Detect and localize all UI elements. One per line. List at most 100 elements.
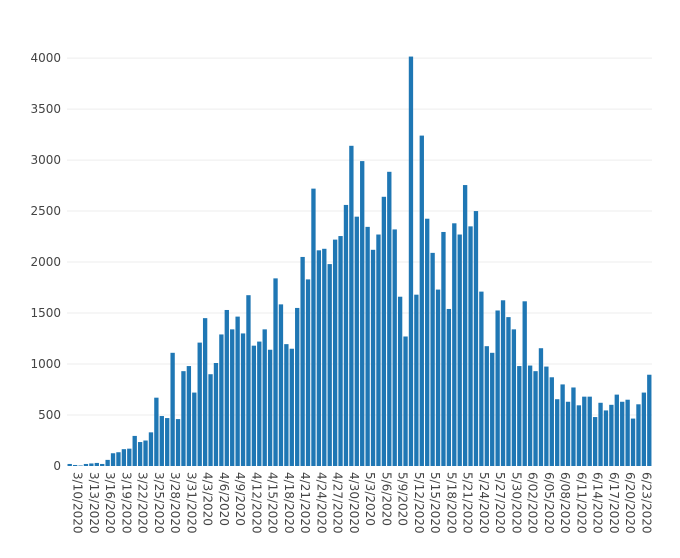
bar — [300, 256, 305, 466]
x-tick-label: 4/12/2020 — [249, 472, 263, 534]
bar — [587, 396, 592, 466]
bar — [322, 248, 327, 466]
bar — [170, 352, 175, 466]
bar — [332, 239, 338, 466]
x-tick-label: 5/30/2020 — [509, 472, 523, 534]
bar — [435, 289, 441, 466]
bar — [213, 363, 219, 466]
bar — [240, 333, 246, 466]
bar — [230, 329, 235, 466]
bar — [425, 218, 430, 466]
bar — [89, 463, 94, 466]
bar — [246, 295, 251, 466]
x-tick-label: 6/05/2020 — [542, 472, 556, 534]
x-tick-label: 3/19/2020 — [119, 472, 133, 534]
bar — [555, 399, 560, 466]
bar — [538, 348, 544, 466]
bar — [365, 226, 370, 466]
y-tick-label: 0 — [53, 459, 61, 473]
bar — [441, 231, 446, 466]
x-tick-label: 4/15/2020 — [266, 472, 280, 534]
bar — [94, 462, 99, 466]
x-tick-label: 4/18/2020 — [282, 472, 296, 534]
x-tick-label: 4/27/2020 — [331, 472, 345, 534]
bar — [267, 349, 273, 466]
x-tick-label: 6/14/2020 — [591, 472, 605, 534]
bar — [181, 371, 186, 466]
bar — [316, 250, 322, 466]
x-tick-label: 4/21/2020 — [298, 472, 312, 534]
bar — [338, 236, 343, 466]
bar — [143, 440, 148, 466]
x-tick-label: 3/31/2020 — [184, 472, 198, 534]
x-tick-label: 3/13/2020 — [87, 472, 101, 534]
y-axis-ticks: 0 500 1000 1500 2000 2500 3000 3500 4000 — [30, 51, 61, 473]
bar — [479, 291, 484, 466]
x-tick-label: 6/11/2020 — [574, 472, 588, 534]
bar — [603, 410, 609, 466]
bar — [647, 374, 652, 466]
bar — [397, 296, 403, 466]
y-tick-label: 1500 — [30, 306, 61, 320]
bar — [630, 418, 636, 466]
y-tick-label: 4000 — [30, 51, 61, 65]
bar — [121, 449, 127, 466]
x-tick-label: 3/10/2020 — [71, 472, 85, 534]
bar — [327, 264, 332, 466]
bar — [598, 402, 603, 466]
x-tick-label: 6/08/2020 — [558, 472, 572, 534]
bar — [452, 223, 457, 466]
bar — [392, 229, 397, 466]
bar — [311, 188, 316, 466]
bar — [132, 435, 137, 466]
bar — [360, 161, 365, 466]
bar — [224, 309, 229, 466]
bar — [370, 249, 376, 466]
bar — [127, 448, 132, 466]
bar — [446, 308, 452, 466]
bar — [408, 56, 414, 466]
bar — [305, 279, 311, 466]
bar — [284, 344, 289, 466]
bar — [278, 304, 284, 466]
x-tick-label: 5/21/2020 — [461, 472, 475, 534]
bar — [165, 418, 170, 466]
x-tick-label: 5/3/2020 — [363, 472, 377, 526]
y-tick-label: 3000 — [30, 153, 61, 167]
bar — [354, 216, 359, 466]
bar — [110, 453, 116, 466]
bar — [208, 374, 213, 466]
y-tick-label: 2000 — [30, 255, 61, 269]
bar — [100, 463, 105, 466]
bar — [571, 387, 576, 466]
y-tick-label: 2500 — [30, 204, 61, 218]
bar — [462, 185, 468, 466]
bar — [197, 342, 202, 466]
bar — [544, 366, 549, 466]
bar — [159, 416, 164, 466]
bar — [609, 404, 614, 466]
bar — [403, 336, 408, 466]
x-tick-label: 5/27/2020 — [493, 472, 507, 534]
bar — [511, 329, 517, 466]
bar — [175, 419, 181, 466]
bar — [582, 396, 587, 466]
bar — [565, 401, 571, 466]
bar — [289, 348, 294, 466]
bar — [614, 394, 619, 466]
x-tick-label: 5/9/2020 — [396, 472, 410, 526]
bar — [105, 459, 110, 466]
y-tick-label: 3500 — [30, 102, 61, 116]
bar — [192, 392, 197, 466]
x-tick-label: 5/6/2020 — [379, 472, 393, 526]
bar — [500, 300, 506, 466]
bar — [549, 377, 554, 466]
bar — [533, 371, 538, 466]
y-tick-label: 1000 — [30, 357, 61, 371]
bar — [343, 204, 349, 466]
bar — [625, 399, 630, 466]
bar — [636, 404, 641, 466]
x-axis-ticks: 3/10/2020 3/13/2020 3/16/2020 3/19/2020 3/22… — [71, 472, 654, 534]
